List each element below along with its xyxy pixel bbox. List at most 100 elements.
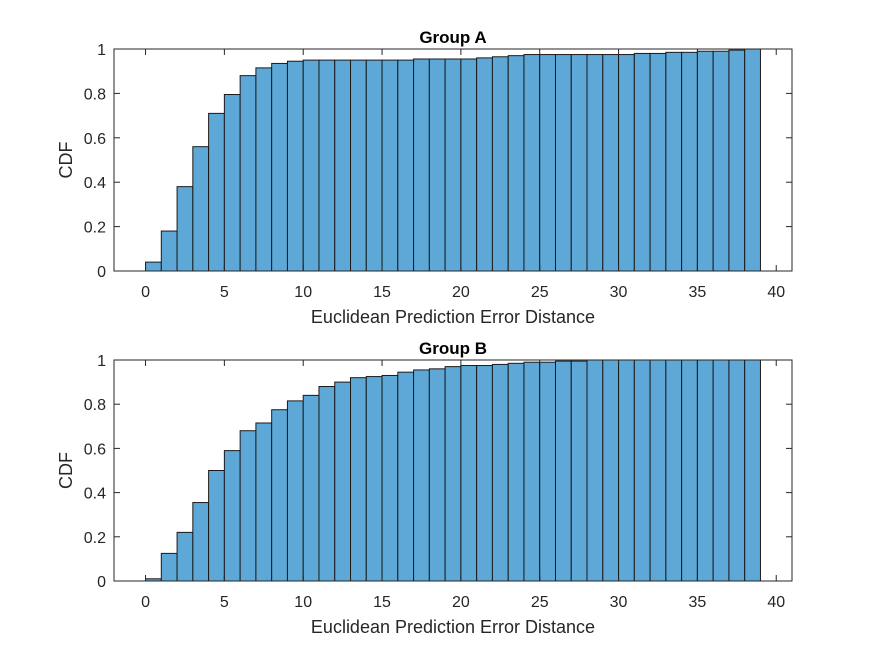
y-tick-label: 0.2 (84, 220, 106, 237)
histogram-bar (318, 386, 336, 582)
histogram-bar (681, 359, 698, 582)
histogram-bar (712, 50, 730, 272)
histogram-bar (460, 58, 478, 272)
histogram-bar (160, 230, 178, 272)
x-tick-label: 15 (373, 284, 391, 301)
histogram-bar (728, 49, 746, 272)
histogram-bar (192, 502, 210, 582)
histogram-bar (397, 59, 415, 272)
histogram-bar (618, 359, 635, 582)
histogram-bar (350, 59, 367, 272)
x-tick-label: 25 (531, 594, 549, 611)
histogram-bar (381, 59, 399, 272)
histogram-bar (649, 359, 667, 582)
y-tick-label: 0.4 (84, 486, 106, 503)
histogram-bar (491, 56, 509, 272)
histogram-bar (318, 59, 336, 272)
histogram-bar (665, 359, 683, 582)
histogram-bar (334, 381, 352, 582)
axes-frame (113, 48, 793, 272)
y-tick-label: 0.8 (84, 86, 106, 103)
axes-frame (113, 359, 793, 582)
histogram-bar (539, 54, 556, 272)
x-tick-label: 0 (141, 594, 150, 611)
histogram-bar (523, 361, 541, 582)
histogram-bar (523, 54, 541, 272)
histogram-bar (365, 376, 383, 582)
histogram-bar (413, 369, 430, 582)
y-tick-label: 0.8 (84, 397, 106, 414)
histogram-bar (554, 360, 572, 582)
histogram-bar (176, 186, 194, 272)
histogram-bar (428, 58, 446, 272)
x-tick-label: 25 (531, 284, 549, 301)
histogram-bar (728, 359, 746, 582)
y-tick-label: 0.6 (84, 441, 106, 458)
x-tick-label: 35 (688, 594, 706, 611)
histogram-bar (381, 374, 399, 582)
histogram-bar (397, 371, 415, 582)
histogram-bar (570, 54, 588, 272)
histogram-bar (633, 359, 651, 582)
histogram-bar (586, 359, 604, 582)
x-tick-label: 5 (220, 594, 229, 611)
histogram-bar (302, 394, 320, 582)
histogram-bar (334, 59, 352, 272)
histogram-bar (491, 363, 509, 582)
histogram-bar (302, 59, 320, 272)
histogram-bar (602, 54, 620, 272)
histogram-bar (476, 365, 493, 582)
histogram-bar (271, 409, 288, 582)
histogram-bar (413, 58, 430, 272)
histogram-bar (239, 75, 257, 272)
chart-title: Group B (419, 339, 487, 358)
histogram-bar (665, 51, 683, 272)
histogram-bar (223, 450, 241, 582)
histogram-bar (586, 54, 604, 272)
histogram-bar (160, 552, 178, 582)
histogram-bar (223, 94, 241, 272)
histogram-bar (255, 422, 273, 582)
x-axis-label: Euclidean Prediction Error Distance (311, 307, 595, 327)
histogram-bar (255, 67, 273, 272)
histogram-bar (271, 62, 288, 272)
histogram-bar (696, 50, 714, 272)
histogram-bar (507, 55, 525, 272)
y-tick-label: 0 (97, 574, 106, 591)
histogram-bar (286, 60, 304, 272)
subplot-group-b: 0 5 10 15 20 25 30 35 40 0 0.2 0.4 0.6 0.8 1 Group B Euc… (56, 339, 793, 637)
y-tick-label: 1 (97, 353, 106, 370)
x-tick-label: 0 (141, 284, 150, 301)
x-tick-label: 20 (452, 594, 470, 611)
histogram-bar (444, 58, 462, 272)
histogram-bar (539, 361, 556, 582)
histogram-bar (208, 112, 225, 272)
y-tick-label: 1 (97, 42, 106, 59)
y-tick-label: 0.2 (84, 530, 106, 547)
chart-title: Group A (419, 28, 486, 47)
histogram-bar (176, 531, 194, 582)
histogram-bar (145, 261, 162, 272)
x-tick-label: 10 (294, 284, 312, 301)
histogram-bar (649, 52, 667, 272)
histogram-bar (554, 54, 572, 272)
histogram-bar (286, 400, 304, 582)
x-tick-label: 15 (373, 594, 391, 611)
histogram-bar (428, 368, 446, 582)
histogram-bar (208, 470, 225, 582)
x-tick-label: 30 (610, 284, 628, 301)
histogram-bar (744, 48, 761, 272)
histogram-bar (602, 359, 620, 582)
histogram-bar (570, 360, 588, 582)
histogram-bar (633, 52, 651, 272)
x-tick-label: 20 (452, 284, 470, 301)
histogram-bar (476, 57, 493, 272)
subplot-group-a: 0 5 10 15 20 25 30 35 40 0 0.2 0.4 0.6 0.8 1 Group A Euc… (56, 28, 793, 327)
y-tick-label: 0.4 (84, 175, 106, 192)
histogram-bar (192, 146, 210, 272)
x-tick-label: 10 (294, 594, 312, 611)
histogram-bar (444, 366, 462, 582)
x-axis-label: Euclidean Prediction Error Distance (311, 617, 595, 637)
histogram-bar (239, 430, 257, 582)
